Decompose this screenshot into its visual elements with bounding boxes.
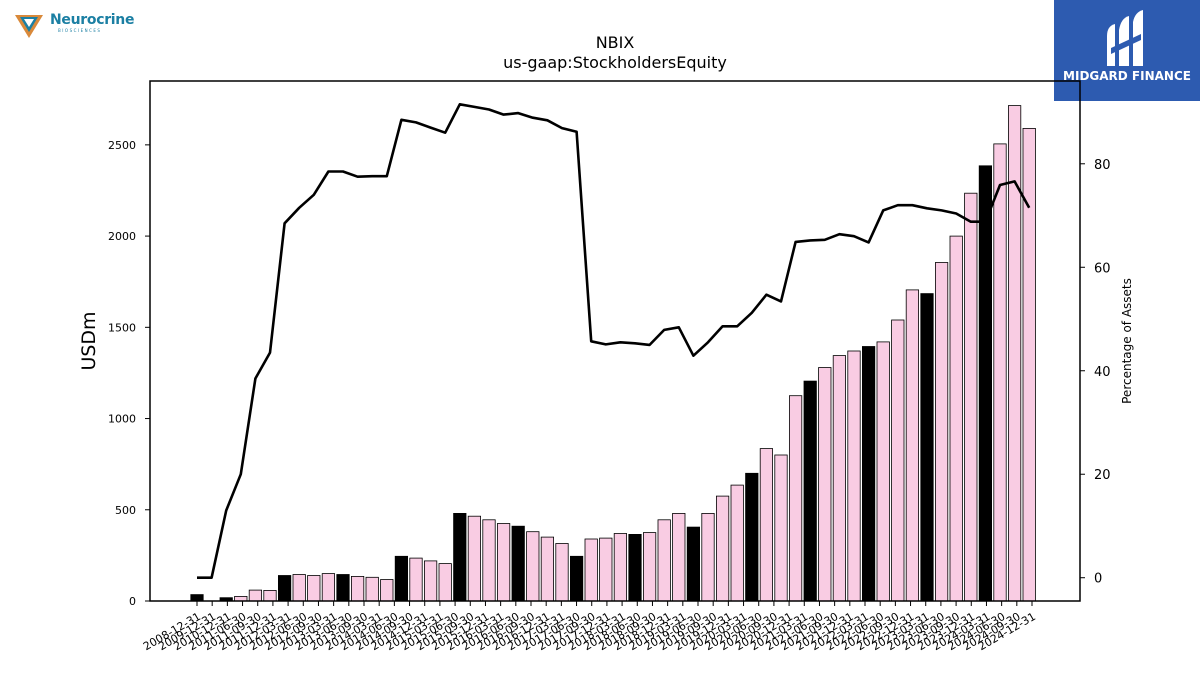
bar-2015-09-30 bbox=[496, 523, 511, 602]
bar-2017-12-31 bbox=[628, 534, 642, 602]
neurocrine-mark-icon bbox=[15, 15, 43, 38]
bar-2012-06-30 bbox=[307, 575, 321, 602]
bar-2012-12-31 bbox=[336, 574, 350, 602]
chart-subtitle: us-gaap:StockholdersEquity bbox=[503, 53, 727, 72]
bar-2024-03-31 bbox=[993, 143, 1007, 602]
bar-2022-06-30 bbox=[891, 319, 905, 602]
bar-2023-09-30 bbox=[964, 192, 978, 602]
bar-2013-03-31 bbox=[350, 576, 365, 602]
y-tick-label-0: 0 bbox=[129, 595, 136, 608]
y-tick-label-500: 500 bbox=[115, 504, 136, 517]
bar-2021-12-31 bbox=[862, 346, 876, 602]
bar-2019-06-30 bbox=[716, 495, 730, 602]
bar-2019-09-30 bbox=[730, 484, 744, 602]
line-group bbox=[197, 103, 1031, 580]
bars-group bbox=[190, 105, 1036, 602]
y-tick-label-2500: 2500 bbox=[108, 139, 136, 152]
bar-2018-12-31 bbox=[686, 526, 701, 602]
y2-tick-label-0: 0 bbox=[1094, 572, 1102, 587]
y-tick-label-1500: 1500 bbox=[108, 321, 136, 334]
midgard-wordmark: MIDGARD FINANCE bbox=[1063, 69, 1191, 83]
bar-2013-09-30 bbox=[380, 579, 394, 602]
bar-2021-06-30 bbox=[832, 355, 847, 602]
neurocrine-logo: Neurocrine BIOSCIENCES bbox=[14, 12, 144, 44]
neurocrine-subtitle: BIOSCIENCES bbox=[58, 28, 102, 33]
bar-2020-12-31 bbox=[803, 380, 817, 602]
bar-2016-03-31 bbox=[526, 531, 540, 602]
y2-tick-label-80: 80 bbox=[1094, 158, 1111, 173]
bar-2015-12-31 bbox=[511, 525, 525, 602]
y-tick-label-1000: 1000 bbox=[108, 413, 136, 426]
bar-2019-03-31 bbox=[701, 513, 715, 602]
bar-2014-12-31 bbox=[453, 513, 467, 602]
bar-2017-06-30 bbox=[599, 537, 613, 602]
bar-2016-09-30 bbox=[555, 543, 569, 602]
x-axis: 2008-12-312009-12-312010-12-312011-06-30… bbox=[141, 601, 1038, 653]
bar-2017-09-30 bbox=[613, 533, 628, 602]
y2-tick-label-20: 20 bbox=[1094, 468, 1111, 483]
bar-2023-06-30 bbox=[949, 235, 963, 602]
y-axis-right: 0 20 40 60 80 bbox=[1080, 158, 1111, 587]
midgard-finance-logo: MIDGARD FINANCE bbox=[1054, 0, 1200, 101]
bar-2008-12-31 bbox=[190, 594, 204, 602]
midgard-mark-icon bbox=[1107, 10, 1143, 66]
bar-2022-09-30 bbox=[905, 289, 920, 602]
y2-tick-label-40: 40 bbox=[1094, 365, 1111, 380]
bar-2022-03-31 bbox=[876, 341, 890, 602]
bar-2015-06-30 bbox=[482, 519, 496, 602]
bar-2018-03-31 bbox=[643, 532, 657, 602]
bar-2013-06-30 bbox=[365, 576, 379, 602]
bar-2021-03-31 bbox=[818, 367, 832, 602]
bar-2011-12-31 bbox=[277, 575, 292, 602]
bar-2011-09-30 bbox=[263, 590, 277, 602]
bar-2020-06-30 bbox=[774, 454, 788, 602]
plot-frame bbox=[149, 80, 1081, 602]
bar-2019-12-31 bbox=[745, 472, 759, 602]
bar-2023-03-31 bbox=[935, 262, 949, 602]
bar-2014-06-30 bbox=[423, 560, 438, 602]
bar-2018-06-30 bbox=[657, 519, 671, 602]
bar-2024-06-30 bbox=[1008, 105, 1022, 602]
bar-2020-03-31 bbox=[759, 448, 774, 602]
bar-2022-12-31 bbox=[920, 293, 934, 602]
bar-2023-12-31 bbox=[978, 165, 993, 602]
bar-2015-03-31 bbox=[467, 515, 482, 602]
y-tick-label-2000: 2000 bbox=[108, 230, 136, 243]
bar-2018-09-30 bbox=[672, 513, 686, 602]
chart-title: NBIX bbox=[596, 33, 635, 52]
bar-2016-06-30 bbox=[540, 536, 555, 602]
bar-2012-09-30 bbox=[321, 573, 336, 602]
bar-2011-06-30 bbox=[248, 589, 262, 602]
percentage-of-assets-line bbox=[197, 103, 1031, 580]
bar-2014-03-31 bbox=[409, 557, 423, 602]
bar-2017-03-31 bbox=[584, 538, 598, 602]
bar-2016-12-31 bbox=[570, 555, 584, 602]
bar-2012-03-31 bbox=[292, 574, 306, 602]
y-axis-label: USDm bbox=[78, 311, 100, 370]
bar-2014-09-30 bbox=[438, 563, 452, 602]
bar-2013-12-31 bbox=[394, 555, 409, 602]
bar-2021-09-30 bbox=[847, 350, 861, 602]
bar-2020-09-30 bbox=[789, 395, 803, 602]
y-axis-left: 0 500 1000 1500 2000 2500 bbox=[108, 139, 150, 608]
neurocrine-wordmark: Neurocrine bbox=[50, 12, 135, 28]
y2-axis-label: Percentage of Assets bbox=[1120, 278, 1134, 404]
y2-tick-label-60: 60 bbox=[1094, 261, 1111, 276]
